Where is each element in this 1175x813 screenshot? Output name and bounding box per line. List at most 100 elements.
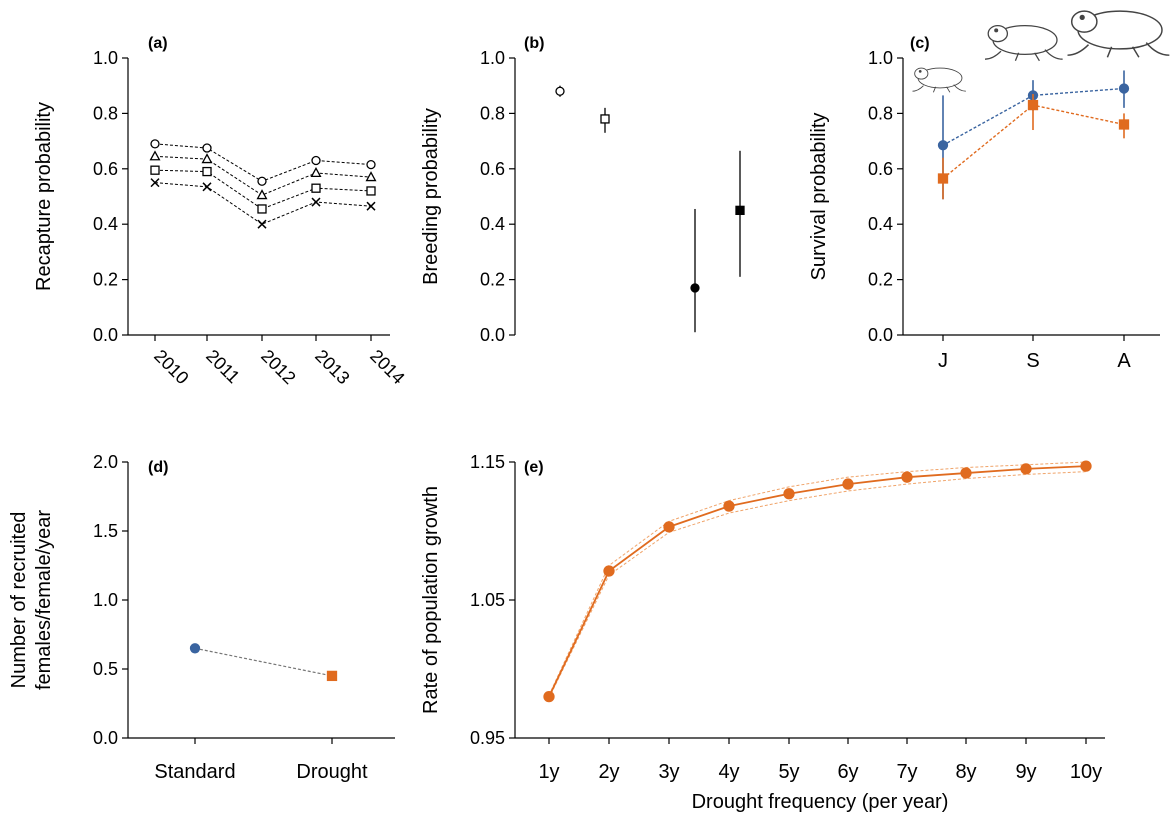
x-tick-label: 7y (896, 761, 917, 783)
y-axis-label: Rate of population growth (420, 486, 442, 714)
data-point (663, 521, 675, 533)
connector-line (194, 647, 333, 677)
x-tick-label: 10y (1070, 761, 1102, 783)
data-point (603, 565, 615, 577)
y-tick-label: 1.0 (868, 48, 893, 68)
data-point (149, 150, 161, 161)
y-tick-label: 2.0 (93, 452, 118, 472)
data-point (366, 201, 376, 211)
data-point (257, 219, 267, 229)
data-point (937, 140, 949, 151)
data-point (1020, 463, 1032, 475)
data-point (960, 467, 972, 479)
toad-illustrations (912, 10, 1170, 93)
y-tick-label: 0.0 (93, 728, 118, 748)
x-tick-label: 2014 (366, 346, 408, 388)
series-line (154, 169, 372, 210)
data-point (256, 189, 268, 200)
panel-label: (c) (910, 35, 930, 52)
y-tick-label: 1.05 (470, 590, 505, 610)
data-point (365, 171, 377, 182)
data-point (311, 197, 321, 207)
data-point (257, 204, 267, 214)
panel-c-survival-chart: 0.0 0.2 0.4 0.6 0.8 1.0 Survival probability (c… (808, 35, 1160, 372)
y-tick-label: 0.0 (480, 325, 505, 345)
x-tick-label: 2012 (257, 346, 299, 388)
panel-label: (b) (524, 35, 544, 52)
y-tick-label: 1.5 (93, 521, 118, 541)
panel-e-growth-chart: 0.95 1.05 1.15 Rate of population growth (e)… (420, 452, 1105, 813)
panel-label: (e) (524, 459, 544, 476)
x-tick-label: 2y (598, 761, 619, 783)
x-tick-label: 5y (778, 761, 799, 783)
panel-a-recapture-chart: 0.0 0.2 0.4 0.6 0.8 1.0 Recapture probability (… (33, 35, 409, 388)
data-point (555, 86, 565, 96)
panel-b-breeding-chart: 0.0 0.2 0.4 0.6 0.8 1.0 Breeding probability (b… (420, 35, 745, 345)
data-point (326, 670, 338, 682)
x-tick-label: 4y (718, 761, 739, 783)
y-tick-label: 0.8 (480, 103, 505, 123)
ci-upper-line (548, 461, 1087, 696)
x-tick-label: 1y (538, 761, 559, 783)
y-axis-label: Breeding probability (420, 108, 442, 285)
data-point (366, 186, 376, 196)
data-point (150, 178, 160, 188)
y-tick-label: 0.6 (480, 159, 505, 179)
panel-d-recruitment-chart: 0.0 0.5 1.0 1.5 2.0 Number of recruited female… (8, 452, 395, 783)
data-point (735, 205, 745, 216)
x-tick-label: 9y (1015, 761, 1036, 783)
y-axis-label: Recapture probability (33, 102, 55, 291)
x-tick-label: 8y (955, 761, 976, 783)
toad-subadult-icon (984, 24, 1063, 62)
y-tick-label: 1.0 (93, 48, 118, 68)
data-point (1118, 119, 1130, 130)
x-tick-label: J (938, 350, 948, 372)
y-tick-label: 0.5 (93, 659, 118, 679)
data-point (366, 159, 376, 170)
data-point (311, 183, 321, 193)
data-point (600, 114, 610, 124)
data-point (543, 690, 555, 703)
toad-juvenile-icon (912, 67, 966, 93)
series-line (154, 182, 372, 225)
data-point (690, 283, 700, 293)
x-tick-label: 2010 (150, 346, 192, 388)
y-tick-label: 0.6 (868, 159, 893, 179)
panel-label: (d) (148, 459, 168, 476)
y-tick-label: 0.0 (868, 325, 893, 345)
data-point (842, 478, 854, 490)
y-tick-label: 0.6 (93, 159, 118, 179)
y-tick-label: 1.0 (93, 590, 118, 610)
data-point (937, 173, 949, 184)
data-point (901, 471, 913, 483)
data-point (189, 643, 201, 654)
x-tick-label: 3y (658, 761, 679, 783)
data-point (202, 143, 212, 153)
y-tick-label: 0.4 (93, 214, 118, 234)
data-point (1027, 99, 1039, 111)
data-point (202, 182, 212, 192)
x-tick-label: S (1026, 350, 1039, 372)
y-tick-label: 0.4 (868, 214, 893, 234)
y-tick-label: 1.15 (470, 452, 505, 472)
y-axis-label: Number of recruited (8, 512, 30, 689)
y-tick-label: 0.95 (470, 728, 505, 748)
series-line (154, 143, 372, 182)
y-tick-label: 0.8 (93, 103, 118, 123)
y-tick-label: 0.4 (480, 214, 505, 234)
ci-lower-line (548, 471, 1087, 699)
x-axis-label: Drought frequency (per year) (692, 791, 949, 813)
y-tick-label: 0.2 (480, 270, 505, 290)
data-point (201, 153, 213, 164)
data-point (202, 166, 212, 177)
x-tick-label: Standard (154, 761, 235, 783)
y-tick-label: 0.2 (93, 270, 118, 290)
data-point (150, 139, 160, 149)
data-point (310, 166, 322, 178)
data-point (1118, 83, 1130, 94)
data-point (1080, 460, 1092, 472)
x-tick-label: 2011 (202, 346, 244, 388)
panel-label: (a) (148, 35, 168, 52)
x-tick-label: 6y (837, 761, 858, 783)
